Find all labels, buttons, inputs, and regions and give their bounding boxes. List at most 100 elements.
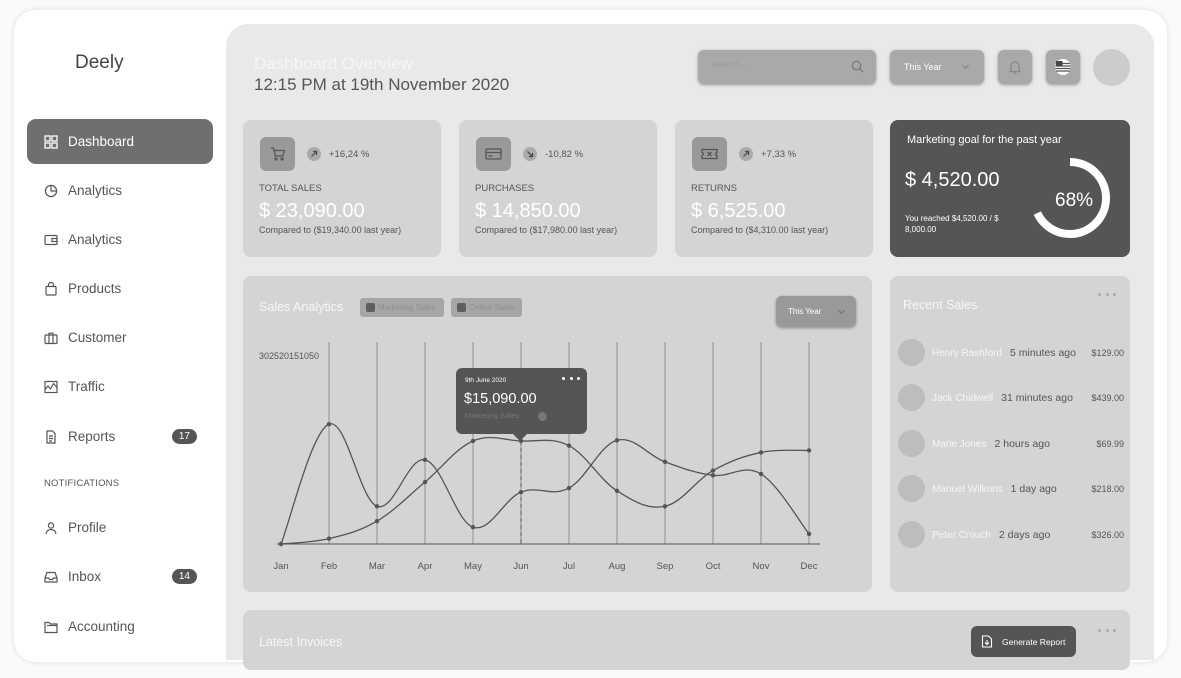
goal-progress-arc <box>1030 158 1110 238</box>
briefcase-icon <box>44 331 58 345</box>
document-icon <box>44 429 58 444</box>
list-item[interactable]: Peter Crouch 2 days ago $326.00 <box>898 521 1124 549</box>
recent-sales-title: Recent Sales <box>903 298 978 312</box>
wallet-icon <box>44 233 58 247</box>
legend-online-sales[interactable]: Online Sales <box>451 298 522 317</box>
customer-name: Manuel Wilkons <box>932 484 1003 495</box>
reports-count-badge: 17 <box>171 429 197 444</box>
brand-logo: Deely <box>75 52 124 73</box>
search-icon[interactable] <box>851 60 864 73</box>
sidebar-item-label: Inbox <box>68 569 102 584</box>
customer-name: Henry Rashford <box>932 348 1003 359</box>
legend-label: Online Sales <box>469 303 515 312</box>
sidebar-item-accounting[interactable]: Accounting <box>27 604 213 649</box>
sidebar-item-reports[interactable]: Reports 17 <box>27 414 213 459</box>
avatar <box>898 430 925 457</box>
download-document-icon <box>981 635 993 648</box>
stat-comparison: Compared to ($4,310.00 last year) <box>691 225 829 235</box>
pie-chart-icon <box>44 184 58 198</box>
goal-title: Marketing goal for the past year <box>907 134 1062 146</box>
list-item[interactable]: Marie Jones 2 hours ago $69.99 <box>898 430 1124 458</box>
sidebar-item-label: Reports <box>68 429 116 444</box>
sale-time: 31 minutes ago <box>1001 392 1073 404</box>
stat-change: +7,33 % <box>761 149 797 160</box>
sidebar-item-label: Analytics <box>68 183 123 198</box>
sidebar-item-label: Profile <box>68 520 107 535</box>
trend-up-icon <box>307 147 321 161</box>
more-options-icon[interactable] <box>1098 629 1116 633</box>
page-subtitle-datetime: 12:15 PM at 19th November 2020 <box>254 75 510 94</box>
tooltip-value: $15,090.00 <box>464 391 537 407</box>
customer-name: Peter Crouch <box>932 530 991 541</box>
y-axis-labels: 302520151050 <box>259 351 320 361</box>
sidebar-item-label: Accounting <box>68 619 135 634</box>
customer-name: Jack Chidwell <box>932 393 994 404</box>
sidebar-item-analytics-2[interactable]: Analytics <box>27 217 213 262</box>
stat-value: $ 23,090.00 <box>259 200 365 222</box>
sidebar-item-customer[interactable]: Customer <box>27 315 213 360</box>
page-title: Dashboard Overview <box>254 54 413 73</box>
language-button[interactable] <box>1046 50 1080 84</box>
period-dropdown[interactable]: This Year <box>890 50 984 84</box>
more-options-icon[interactable] <box>1098 293 1116 297</box>
sidebar-item-profile[interactable]: Profile <box>27 505 213 550</box>
legend-swatch <box>457 303 466 312</box>
sale-price: $326.00 <box>1091 530 1124 540</box>
sale-time: 1 day ago <box>1010 483 1057 495</box>
list-item[interactable]: Henry Rashford 5 minutes ago $129.00 <box>898 339 1124 367</box>
chevron-down-icon <box>961 64 970 70</box>
generate-report-label: Generate Report <box>1002 636 1066 647</box>
sale-time: 5 minutes ago <box>1010 347 1076 359</box>
customer-name: Marie Jones <box>932 439 987 450</box>
avatar <box>898 339 925 366</box>
stat-change: +16,24 % <box>329 149 370 160</box>
user-avatar[interactable] <box>1093 49 1130 86</box>
inbox-icon <box>44 570 58 584</box>
latest-invoices-title: Latest Invoices <box>259 635 343 649</box>
chart-period-value: This Year <box>788 307 822 316</box>
sidebar-item-inbox[interactable]: Inbox 14 <box>27 554 213 599</box>
trend-up-icon <box>538 412 547 421</box>
cart-icon <box>260 137 295 171</box>
chevron-down-icon <box>837 309 846 315</box>
tooltip-date: 9th June 2020 <box>465 377 507 384</box>
notifications-section-label: NOTIFICATIONS <box>44 478 120 489</box>
sidebar-item-label: Traffic <box>68 379 105 394</box>
period-dropdown-value: This Year <box>904 62 942 72</box>
ticket-icon <box>692 137 727 171</box>
stat-label: PURCHASES <box>475 183 535 194</box>
avatar <box>898 384 925 411</box>
avatar <box>898 521 925 548</box>
sidebar-item-label: Dashboard <box>68 134 135 149</box>
inbox-count-badge: 14 <box>171 569 197 584</box>
sidebar-item-products[interactable]: Products <box>27 266 213 311</box>
list-item[interactable]: Jack Chidwell 31 minutes ago $439.00 <box>898 384 1124 412</box>
folder-icon <box>44 620 58 634</box>
sale-price: $69.99 <box>1096 439 1124 449</box>
activity-icon <box>44 380 58 394</box>
credit-card-icon <box>476 137 511 171</box>
sale-price: $439.00 <box>1091 393 1124 403</box>
tooltip-series: Marketing Sales <box>465 411 519 420</box>
stat-comparison: Compared to ($17,980.00 last year) <box>475 225 618 235</box>
recent-sales-card: Recent Sales Henry Rashford 5 minutes ago… <box>890 276 1130 592</box>
sidebar-item-label: Products <box>68 281 122 296</box>
legend-marketing-sales[interactable]: Marketing Sales <box>360 298 444 317</box>
list-item[interactable]: Manuel Wilkons 1 day ago $218.00 <box>898 475 1124 503</box>
stat-card-returns: +7,33 % RETURNS $ 6,525.00 Compared to (… <box>675 120 873 257</box>
sidebar-item-dashboard[interactable]: Dashboard <box>27 119 213 164</box>
latest-invoices-card: Latest Invoices <box>243 610 1130 670</box>
chart-period-dropdown[interactable]: This Year <box>776 296 856 327</box>
sidebar-item-analytics[interactable]: Analytics <box>27 168 213 213</box>
sidebar-item-traffic[interactable]: Traffic <box>27 364 213 409</box>
search-box <box>698 50 876 84</box>
legend-label: Marketing Sales <box>378 303 436 312</box>
goal-progress-ring <box>1030 158 1110 238</box>
sale-price: $129.00 <box>1091 348 1124 358</box>
shopping-bag-icon <box>44 281 58 296</box>
search-input[interactable] <box>712 59 842 69</box>
stat-card-total-sales: +16,24 % TOTAL SALES $ 23,090.00 Compare… <box>243 120 441 257</box>
tooltip-more-icon[interactable] <box>562 377 580 381</box>
notifications-button[interactable] <box>998 50 1032 84</box>
generate-report-button[interactable]: Generate Report <box>971 626 1076 657</box>
